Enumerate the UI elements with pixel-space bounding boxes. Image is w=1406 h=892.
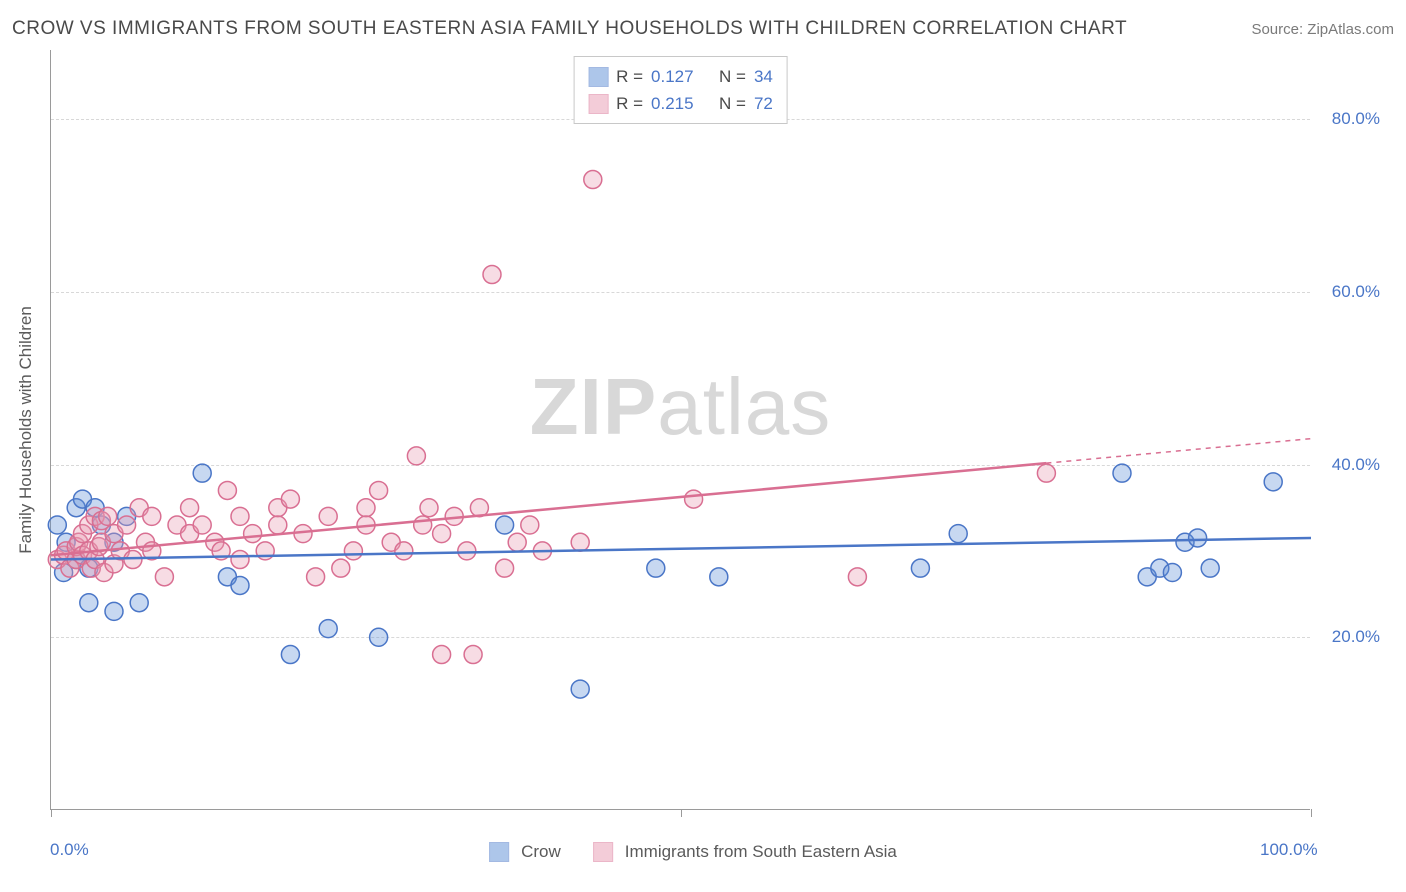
data-point <box>1037 464 1055 482</box>
data-point <box>143 507 161 525</box>
data-point <box>80 594 98 612</box>
data-point <box>464 646 482 664</box>
swatch-icon <box>588 67 608 87</box>
data-point <box>584 171 602 189</box>
legend-series-label: Immigrants from South Eastern Asia <box>625 842 897 862</box>
data-point <box>344 542 362 560</box>
swatch-icon <box>588 94 608 114</box>
data-point <box>1113 464 1131 482</box>
data-point <box>231 507 249 525</box>
y-tick-label: 60.0% <box>1332 282 1380 302</box>
swatch-icon <box>593 842 613 862</box>
data-point <box>407 447 425 465</box>
data-point <box>420 499 438 517</box>
data-point <box>231 576 249 594</box>
data-point <box>508 533 526 551</box>
data-point <box>685 490 703 508</box>
data-point <box>433 646 451 664</box>
data-point <box>193 516 211 534</box>
plot-area: ZIPatlas 20.0%40.0%60.0%80.0% R = 0.127 … <box>50 50 1310 810</box>
data-point <box>105 602 123 620</box>
legend-row: R = 0.215 N = 72 <box>588 90 773 117</box>
data-point <box>1163 564 1181 582</box>
legend-box: R = 0.127 N = 34 R = 0.215 N = 72 <box>573 56 788 124</box>
data-point <box>357 499 375 517</box>
data-point <box>949 525 967 543</box>
data-point <box>269 516 287 534</box>
legend-row: R = 0.127 N = 34 <box>588 63 773 90</box>
trend-line-dashed <box>1046 439 1311 463</box>
data-point <box>181 499 199 517</box>
data-point <box>710 568 728 586</box>
legend-n-value: 34 <box>754 63 773 90</box>
data-point <box>124 551 142 569</box>
data-point <box>193 464 211 482</box>
y-tick-label: 80.0% <box>1332 109 1380 129</box>
data-point <box>911 559 929 577</box>
data-point <box>281 490 299 508</box>
swatch-icon <box>489 842 509 862</box>
data-point <box>483 266 501 284</box>
data-point <box>370 628 388 646</box>
x-tick-label: 100.0% <box>1260 840 1318 860</box>
data-point <box>571 533 589 551</box>
x-tick-label: 0.0% <box>50 840 89 860</box>
y-tick-label: 20.0% <box>1332 627 1380 647</box>
data-point <box>848 568 866 586</box>
legend-r-label: R = <box>616 90 643 117</box>
bottom-legend: Crow Immigrants from South Eastern Asia <box>489 842 917 862</box>
data-point <box>231 551 249 569</box>
data-point <box>319 507 337 525</box>
data-point <box>307 568 325 586</box>
data-point <box>99 507 117 525</box>
x-tick <box>51 809 52 817</box>
data-point <box>521 516 539 534</box>
data-point <box>332 559 350 577</box>
data-point <box>48 516 66 534</box>
legend-n-label: N = <box>719 63 746 90</box>
data-point <box>319 620 337 638</box>
scatter-svg <box>51 50 1311 810</box>
legend-r-label: R = <box>616 63 643 90</box>
legend-n-value: 72 <box>754 90 773 117</box>
data-point <box>1201 559 1219 577</box>
data-point <box>458 542 476 560</box>
data-point <box>370 481 388 499</box>
data-point <box>395 542 413 560</box>
data-point <box>244 525 262 543</box>
source-label: Source: ZipAtlas.com <box>1251 21 1394 38</box>
data-point <box>571 680 589 698</box>
data-point <box>496 516 514 534</box>
y-axis-label: Family Households with Children <box>16 306 36 554</box>
trend-line <box>51 538 1311 560</box>
data-point <box>433 525 451 543</box>
data-point <box>1189 529 1207 547</box>
legend-r-value: 0.127 <box>651 63 694 90</box>
legend-r-value: 0.215 <box>651 90 694 117</box>
legend-n-label: N = <box>719 90 746 117</box>
data-point <box>155 568 173 586</box>
data-point <box>130 594 148 612</box>
data-point <box>496 559 514 577</box>
data-point <box>218 481 236 499</box>
data-point <box>281 646 299 664</box>
x-tick <box>1311 809 1312 817</box>
data-point <box>414 516 432 534</box>
data-point <box>647 559 665 577</box>
x-tick <box>681 809 682 817</box>
legend-series-label: Crow <box>521 842 561 862</box>
data-point <box>118 516 136 534</box>
y-tick-label: 40.0% <box>1332 455 1380 475</box>
data-point <box>1264 473 1282 491</box>
chart-title: CROW VS IMMIGRANTS FROM SOUTH EASTERN AS… <box>12 18 1127 40</box>
